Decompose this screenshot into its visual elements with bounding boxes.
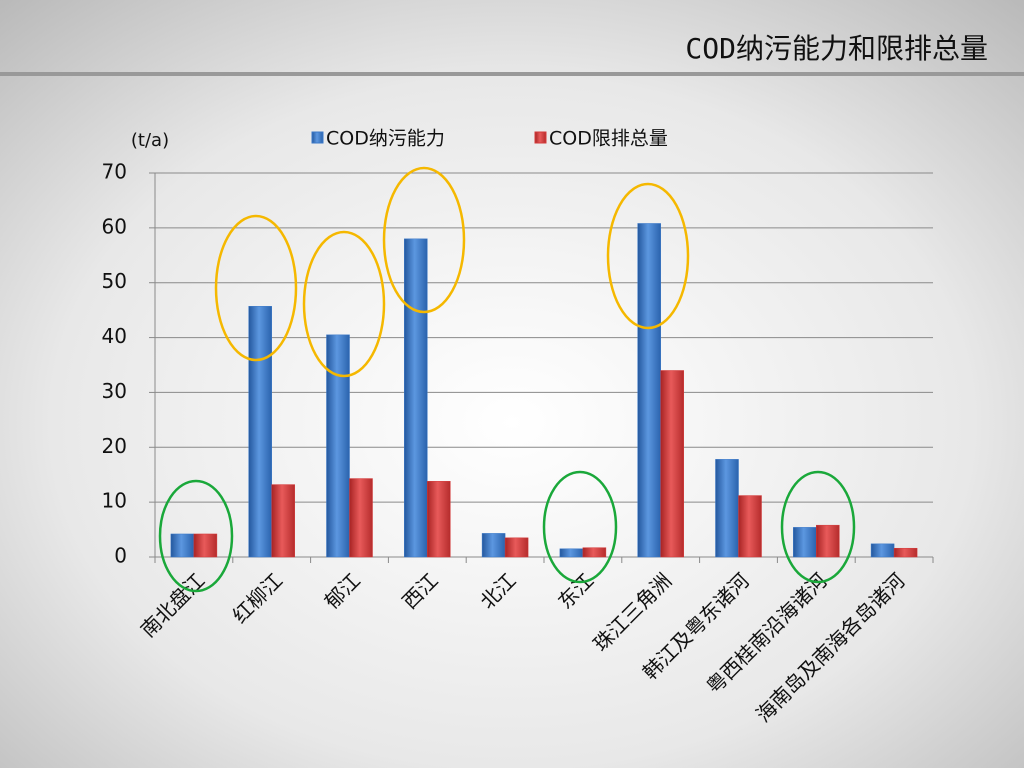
bar	[326, 334, 350, 558]
bar	[582, 547, 607, 558]
legend-label: COD纳污能力	[326, 128, 445, 150]
bar	[248, 306, 272, 558]
y-tick-label: 0	[114, 544, 127, 568]
bar	[893, 547, 918, 558]
highlight-circle	[606, 182, 690, 330]
slide-title: COD纳污能力和限排总量	[685, 32, 988, 65]
legend-label: COD限排总量	[549, 128, 668, 150]
y-tick-label: 20	[102, 434, 127, 458]
title-rule	[0, 72, 1024, 76]
highlight-circle	[214, 214, 298, 362]
y-tick-label: 30	[102, 379, 127, 403]
y-tick-label: 50	[102, 269, 127, 293]
bar	[481, 533, 506, 558]
y-tick-label: 60	[102, 214, 127, 238]
bar	[715, 459, 739, 558]
annotations	[158, 166, 856, 593]
bar	[816, 524, 840, 558]
bar	[660, 370, 684, 558]
bar	[559, 548, 584, 558]
bar	[271, 484, 295, 558]
bar	[427, 481, 451, 558]
bar	[504, 537, 529, 558]
bar	[170, 533, 195, 558]
y-axis-label: (t/a)	[131, 130, 169, 151]
y-tick-label: 10	[102, 489, 127, 513]
bar	[793, 527, 817, 558]
y-tick-label: 70	[102, 160, 127, 184]
highlight-circle	[302, 230, 386, 378]
bar	[404, 238, 428, 558]
highlight-circle	[542, 470, 618, 584]
highlight-circle	[158, 479, 234, 593]
bar	[870, 543, 895, 558]
highlight-circle	[382, 166, 466, 314]
bar	[193, 533, 218, 558]
highlight-circle	[780, 470, 856, 584]
y-tick-label: 40	[102, 324, 127, 348]
legend-swatch	[534, 131, 547, 144]
bar	[349, 478, 373, 558]
bar	[738, 495, 762, 558]
bar	[637, 223, 661, 558]
legend-swatch	[311, 131, 324, 144]
